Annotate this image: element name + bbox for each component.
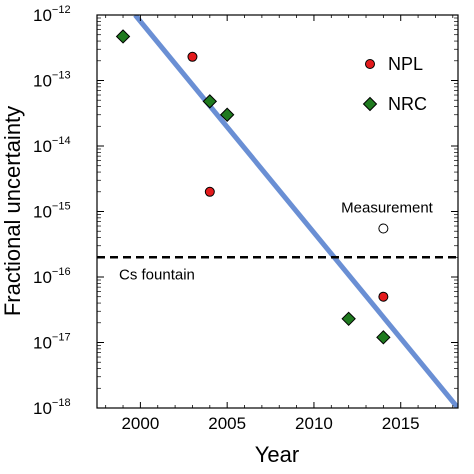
y-tick-exponent: −16 [52,266,71,278]
legend-npl-label: NPL [388,54,423,74]
nrc-point [219,107,235,122]
reference-layer: Cs fountain [97,256,458,283]
measurement-point [378,223,389,234]
legend-npl-marker [365,59,375,69]
y-axis-title: Fractional uncertainty [0,106,25,316]
nrc-point [376,330,391,345]
y-tick-label: 10−18 [33,397,71,418]
npl-point [187,51,198,62]
nrc-point [202,94,218,109]
trend-layer [133,15,458,408]
cs-fountain-label: Cs fountain [119,266,195,283]
npl-point [378,291,389,302]
x-tick-label: 2000 [121,414,159,433]
legend-nrc-label: NRC [388,94,427,114]
trend-line [133,15,458,408]
y-tick-label: 10−13 [33,70,71,91]
npl-point [204,186,215,197]
measurement-label: Measurement [341,200,434,217]
y-tick-label: 10−12 [33,4,71,25]
y-tick-label: 10−16 [33,266,71,287]
y-tick-label: 10−15 [33,201,71,222]
y-tick-label: 10−17 [33,332,71,353]
y-tick-exponent: −18 [52,397,71,409]
ticks-layer: 2000 2005 2010 2015 10−12 10−13 10−14 10−15 10−1… [33,4,458,433]
plot-background [97,15,458,408]
nrc-point [115,29,131,44]
x-tick-label: 2005 [208,414,246,433]
y-tick-exponent: −17 [52,332,71,344]
x-tick-label: 2010 [295,414,333,433]
y-tick-exponent: −13 [52,70,71,82]
points-layer: Measurement [115,29,434,345]
y-tick-exponent: −12 [52,4,71,16]
x-axis-title: Year [255,442,299,467]
y-tick-exponent: −14 [52,135,71,147]
y-tick-exponent: −15 [52,201,71,213]
legend-nrc-marker [362,96,378,112]
x-tick-label: 2015 [382,414,420,433]
nrc-point [341,311,356,327]
plot-area [97,15,458,408]
y-tick-label: 10−14 [33,135,71,156]
legend: NPL NRC [362,54,427,114]
